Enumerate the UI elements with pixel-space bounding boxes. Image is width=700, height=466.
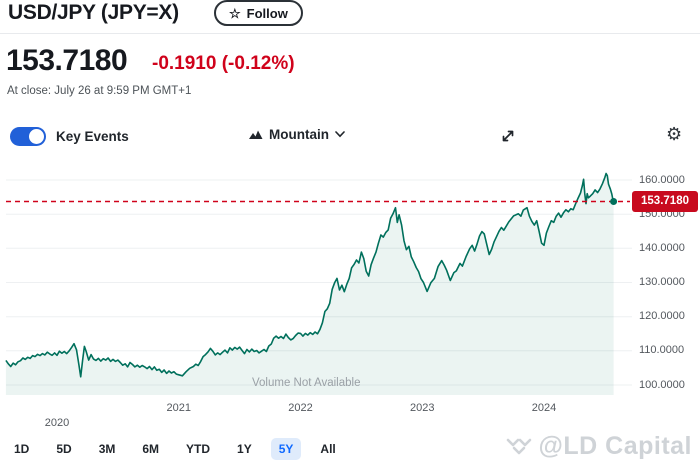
volume-note: Volume Not Available: [252, 377, 361, 389]
ld-capital-logo-icon: [506, 438, 531, 454]
range-tab-6m[interactable]: 6M: [134, 438, 167, 460]
chart-type-dropdown[interactable]: Mountain: [249, 127, 345, 142]
watermark: @LD Capital: [505, 432, 693, 461]
range-tab-1y[interactable]: 1Y: [229, 438, 260, 460]
header-divider: [0, 33, 700, 34]
x-axis-label: 2023: [410, 402, 435, 414]
key-events-toggle[interactable]: [10, 127, 46, 146]
current-price: 153.7180: [6, 44, 128, 77]
at-close-text: At close: July 26 at 9:59 PM GMT+1: [7, 85, 192, 97]
range-tab-1d[interactable]: 1D: [6, 438, 37, 460]
y-axis-label: 130.0000: [639, 276, 685, 288]
expand-icon: [502, 130, 514, 142]
y-axis-label: 120.0000: [639, 310, 685, 323]
settings-gear-icon[interactable]: ⚙: [666, 124, 683, 144]
watermark-text: @LD Capital: [538, 432, 692, 460]
follow-button-label: Follow: [246, 5, 288, 21]
chart-type-label: Mountain: [269, 127, 329, 142]
price-change: -0.1910 (-0.12%): [152, 53, 295, 74]
range-tab-ytd[interactable]: YTD: [178, 438, 218, 460]
y-axis-label: 140.0000: [639, 241, 685, 254]
fullscreen-button[interactable]: [499, 127, 517, 145]
range-tab-5d[interactable]: 5D: [48, 438, 79, 460]
mountain-icon: [249, 130, 263, 139]
y-axis-label: 160.0000: [639, 173, 685, 186]
y-axis-label: 110.0000: [639, 344, 685, 357]
toggle-knob: [29, 129, 44, 144]
key-events-label: Key Events: [56, 129, 129, 144]
chevron-down-icon: [335, 131, 345, 138]
follow-button[interactable]: ☆ Follow: [214, 0, 303, 26]
page-title: USD/JPY (JPY=X): [8, 1, 179, 24]
range-tab-all[interactable]: All: [312, 438, 343, 460]
current-price-badge: 153.7180: [632, 190, 698, 212]
x-axis-label: 2024: [531, 402, 557, 414]
range-tab-bar: 1D 5D 3M 6M YTD 1Y 5Y All: [6, 438, 344, 460]
x-axis-label: 2022: [288, 402, 313, 414]
y-axis-label: 100.0000: [639, 378, 685, 391]
star-icon: ☆: [229, 5, 241, 21]
x-axis-label: 2020: [44, 417, 70, 429]
price-chart[interactable]: [0, 165, 700, 400]
x-axis-label: 2021: [166, 402, 191, 414]
range-tab-3m[interactable]: 3M: [91, 438, 124, 460]
range-tab-5y[interactable]: 5Y: [270, 438, 302, 460]
